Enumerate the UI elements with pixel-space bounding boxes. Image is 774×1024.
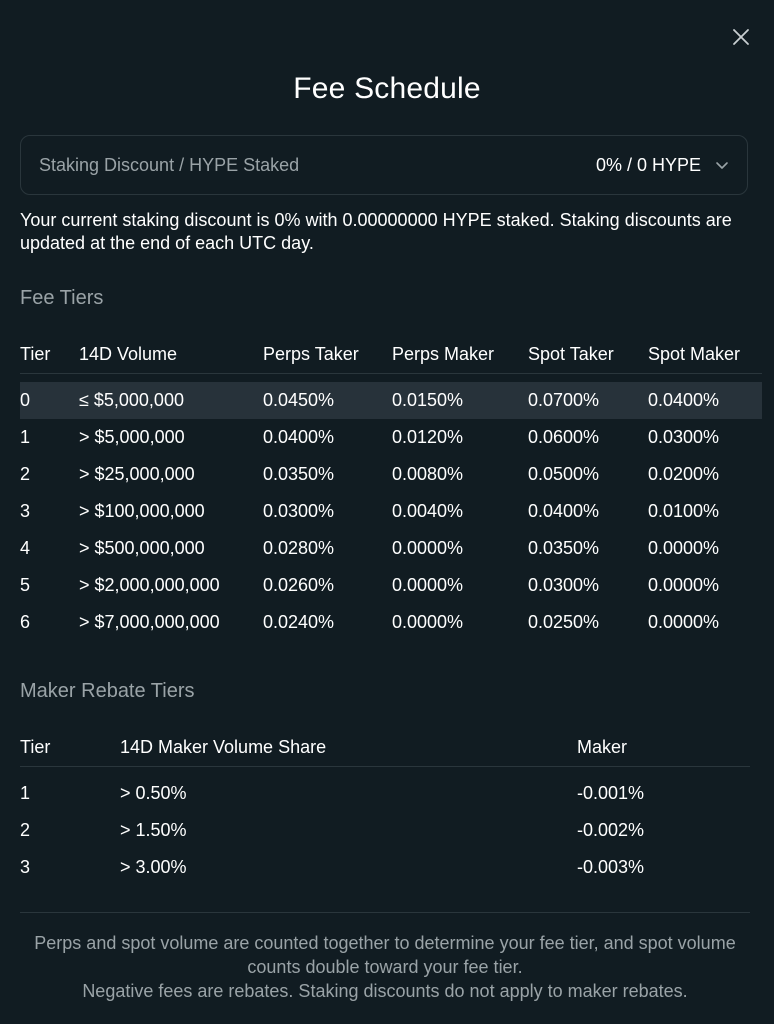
table-row: 1 > $5,000,000 0.0400% 0.0120% 0.0600% 0… bbox=[20, 419, 762, 456]
fee-tiers-table: Tier 14D Volume Perps Taker Perps Maker … bbox=[20, 335, 762, 641]
tier-cell: 1 bbox=[20, 427, 31, 447]
tier-cell: 2 bbox=[20, 464, 31, 484]
spot-taker-cell: 0.0700% bbox=[528, 390, 600, 410]
table-row: 5 > $2,000,000,000 0.0260% 0.0000% 0.030… bbox=[20, 567, 762, 604]
perps-maker-cell: 0.0150% bbox=[392, 390, 464, 410]
rebate-header-row: Tier 14D Maker Volume Share Maker bbox=[20, 728, 750, 767]
table-row: 4 > $500,000,000 0.0280% 0.0000% 0.0350%… bbox=[20, 530, 762, 567]
spot-maker-cell: 0.0400% bbox=[648, 390, 720, 410]
spot-taker-cell: 0.0600% bbox=[528, 427, 600, 447]
tier-cell: 0 bbox=[20, 390, 31, 410]
perps-taker-cell: 0.0260% bbox=[263, 575, 335, 595]
staking-discount-select[interactable]: Staking Discount / HYPE Staked 0% / 0 HY… bbox=[20, 135, 748, 195]
spot-maker-cell: 0.0100% bbox=[648, 501, 720, 521]
perps-taker-cell: 0.0300% bbox=[263, 501, 335, 521]
perps-taker-cell: 0.0240% bbox=[263, 612, 335, 632]
volume-share-cell: > 3.00% bbox=[120, 857, 187, 877]
table-row: 3 > $100,000,000 0.0300% 0.0040% 0.0400%… bbox=[20, 493, 762, 530]
maker-cell: -0.003% bbox=[577, 857, 645, 877]
volume-cell: ≤ $5,000,000 bbox=[79, 390, 184, 410]
table-row: 1 > 0.50% -0.001% bbox=[20, 775, 750, 812]
footer-note: Perps and spot volume are counted togeth… bbox=[20, 931, 750, 1003]
header-maker-volume-share: 14D Maker Volume Share bbox=[120, 737, 327, 757]
perps-maker-cell: 0.0040% bbox=[392, 501, 464, 521]
table-row: 2 > 1.50% -0.002% bbox=[20, 812, 750, 849]
fee-tiers-title: Fee Tiers bbox=[20, 287, 104, 309]
maker-cell: -0.002% bbox=[577, 820, 645, 840]
maker-rebate-tiers-table: Tier 14D Maker Volume Share Maker 1 > 0.… bbox=[20, 728, 750, 886]
volume-share-cell: > 1.50% bbox=[120, 820, 187, 840]
perps-taker-cell: 0.0450% bbox=[263, 390, 335, 410]
perps-taker-cell: 0.0280% bbox=[263, 538, 335, 558]
header-maker: Maker bbox=[577, 737, 628, 757]
volume-cell: > $2,000,000,000 bbox=[79, 575, 220, 595]
spot-maker-cell: 0.0000% bbox=[648, 575, 720, 595]
tier-cell: 3 bbox=[20, 501, 31, 521]
tier-cell: 2 bbox=[20, 820, 31, 840]
staking-discount-value-wrap: 0% / 0 HYPE bbox=[596, 155, 729, 176]
volume-cell: > $5,000,000 bbox=[79, 427, 185, 447]
table-row: 3 > 3.00% -0.003% bbox=[20, 849, 750, 886]
tier-cell: 6 bbox=[20, 612, 31, 632]
staking-description: Your current staking discount is 0% with… bbox=[20, 210, 732, 253]
chevron-down-icon bbox=[716, 162, 728, 169]
header-tier: Tier bbox=[20, 344, 51, 364]
header-spot-maker: Spot Maker bbox=[648, 344, 741, 364]
spot-maker-cell: 0.0300% bbox=[648, 427, 720, 447]
tier-cell: 1 bbox=[20, 783, 31, 803]
perps-maker-cell: 0.0000% bbox=[392, 538, 464, 558]
spot-taker-cell: 0.0350% bbox=[528, 538, 600, 558]
tier-cell: 5 bbox=[20, 575, 31, 595]
table-row: 0 ≤ $5,000,000 0.0450% 0.0150% 0.0700% 0… bbox=[20, 382, 762, 419]
volume-share-cell: > 0.50% bbox=[120, 783, 187, 803]
header-tier: Tier bbox=[20, 737, 51, 757]
perps-maker-cell: 0.0000% bbox=[392, 575, 464, 595]
tier-cell: 3 bbox=[20, 857, 31, 877]
staking-discount-label: Staking Discount / HYPE Staked bbox=[39, 154, 300, 175]
header-spot-taker: Spot Taker bbox=[528, 344, 614, 364]
footer-line-1: Perps and spot volume are counted togeth… bbox=[34, 933, 736, 977]
perps-maker-cell: 0.0080% bbox=[392, 464, 464, 484]
table-row: 2 > $25,000,000 0.0350% 0.0080% 0.0500% … bbox=[20, 456, 762, 493]
header-perps-maker: Perps Maker bbox=[392, 344, 495, 364]
close-button[interactable] bbox=[730, 26, 752, 48]
modal-title: Fee Schedule bbox=[293, 72, 481, 105]
volume-cell: > $100,000,000 bbox=[79, 501, 205, 521]
close-icon bbox=[733, 29, 749, 45]
volume-cell: > $7,000,000,000 bbox=[79, 612, 220, 632]
spot-taker-cell: 0.0300% bbox=[528, 575, 600, 595]
spot-taker-cell: 0.0500% bbox=[528, 464, 600, 484]
perps-taker-cell: 0.0400% bbox=[263, 427, 335, 447]
volume-cell: > $500,000,000 bbox=[79, 538, 205, 558]
spot-maker-cell: 0.0000% bbox=[648, 538, 720, 558]
footer-line-2: Negative fees are rebates. Staking disco… bbox=[82, 981, 688, 1001]
header-perps-taker: Perps Taker bbox=[263, 344, 359, 364]
perps-taker-cell: 0.0350% bbox=[263, 464, 335, 484]
spot-maker-cell: 0.0000% bbox=[648, 612, 720, 632]
spot-maker-cell: 0.0200% bbox=[648, 464, 720, 484]
footer-divider bbox=[20, 912, 750, 913]
table-row: 6 > $7,000,000,000 0.0240% 0.0000% 0.025… bbox=[20, 604, 762, 641]
perps-maker-cell: 0.0120% bbox=[392, 427, 464, 447]
maker-rebate-tiers-title: Maker Rebate Tiers bbox=[20, 680, 195, 702]
perps-maker-cell: 0.0000% bbox=[392, 612, 464, 632]
spot-taker-cell: 0.0250% bbox=[528, 612, 600, 632]
staking-discount-value: 0% / 0 HYPE bbox=[595, 154, 701, 175]
tier-cell: 4 bbox=[20, 538, 31, 558]
maker-cell: -0.001% bbox=[577, 783, 645, 803]
header-14d-volume: 14D Volume bbox=[79, 344, 178, 364]
volume-cell: > $25,000,000 bbox=[79, 464, 195, 484]
fee-tiers-header-row: Tier 14D Volume Perps Taker Perps Maker … bbox=[20, 335, 762, 374]
spot-taker-cell: 0.0400% bbox=[528, 501, 600, 521]
